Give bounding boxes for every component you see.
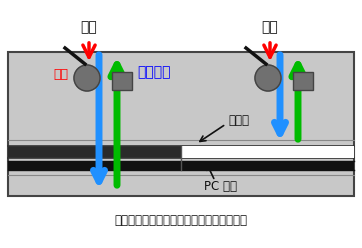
Bar xyxy=(181,161,354,170)
Text: センサー: センサー xyxy=(137,65,171,79)
Bar xyxy=(181,146,354,158)
Text: 打撃: 打撃 xyxy=(262,20,278,34)
Text: 健全な場合　シースの中に空洞がある場合: 健全な場合 シースの中に空洞がある場合 xyxy=(114,214,248,226)
Text: シース: シース xyxy=(228,114,249,126)
Bar xyxy=(181,146,354,158)
Text: 鱄球: 鱄球 xyxy=(53,67,68,81)
Circle shape xyxy=(74,65,100,91)
Bar xyxy=(8,146,181,158)
Text: 打撃: 打撃 xyxy=(81,20,97,34)
Bar xyxy=(112,72,132,90)
Text: PC 銃材: PC 銃材 xyxy=(203,180,236,192)
Circle shape xyxy=(255,65,281,91)
Bar xyxy=(8,161,181,170)
Bar xyxy=(293,72,313,90)
Bar xyxy=(8,52,354,196)
